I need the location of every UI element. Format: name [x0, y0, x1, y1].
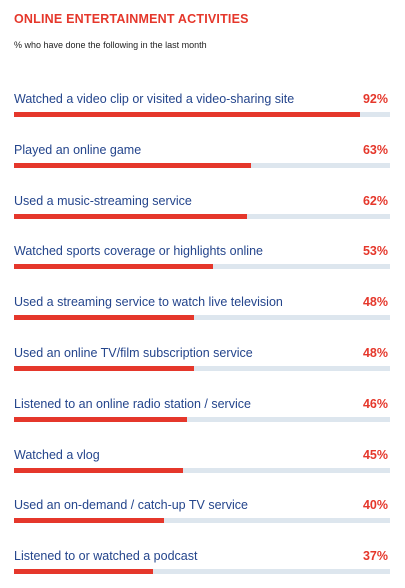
bar-value-label: 62% — [362, 193, 388, 208]
bar-track — [14, 569, 390, 575]
bar-row: Watched sports coverage or highlights on… — [14, 232, 390, 283]
bar-row: Listened to an online radio station / se… — [14, 385, 390, 436]
bar — [14, 162, 251, 168]
bar-list: Watched a video clip or visited a video-… — [14, 80, 390, 588]
bar-row: Watched a vlog 45% — [14, 436, 390, 487]
bar-label: Used a music-streaming service — [14, 193, 192, 208]
bar-track — [14, 112, 390, 117]
bar-value-label: 63% — [362, 142, 388, 157]
bar-value-label: 37% — [362, 549, 388, 564]
bar-track — [14, 162, 390, 168]
bar-track — [14, 518, 390, 524]
bar-track — [14, 264, 390, 270]
bar — [14, 365, 195, 371]
bar-row: Used a music-streaming service 62% — [14, 182, 390, 233]
bar-value-label: 48% — [362, 345, 388, 360]
bar-row: Watched a video clip or visited a video-… — [14, 80, 390, 131]
bar-label: Used an online TV/film subscription serv… — [14, 345, 253, 360]
bar-value-label: 53% — [362, 244, 388, 259]
bar-value-label: 40% — [362, 498, 388, 513]
chart-title: ONLINE ENTERTAINMENT ACTIVITIES — [14, 12, 249, 26]
bar-track — [14, 416, 390, 422]
bar — [14, 518, 165, 524]
bar-label: Watched a vlog — [14, 447, 100, 462]
bar — [14, 213, 248, 219]
bar-label: Watched sports coverage or highlights on… — [14, 244, 263, 259]
bar-label: Watched a video clip or visited a video-… — [14, 92, 295, 106]
bar-row: Listened to or watched a podcast 37% — [14, 537, 390, 588]
bar-track — [14, 213, 390, 219]
bar-label: Listened to or watched a podcast — [14, 549, 198, 564]
bar-row: Used a streaming service to watch live t… — [14, 283, 390, 334]
bar-label: Listened to an online radio station / se… — [14, 396, 251, 411]
bar — [14, 569, 154, 575]
bar-row: Used an on-demand / catch-up TV service 4… — [14, 486, 390, 537]
bar — [14, 264, 214, 270]
bar-label: Used an on-demand / catch-up TV service — [14, 498, 248, 513]
bar-label: Used a streaming service to watch live t… — [14, 295, 283, 310]
bar-value-label: 46% — [362, 396, 388, 411]
chart-subtitle: % who have done the following in the las… — [14, 40, 207, 50]
bar-value-label: 92% — [362, 92, 388, 106]
bar-value-label: 45% — [362, 447, 388, 462]
bar — [14, 315, 195, 321]
bar — [14, 416, 187, 422]
bar — [14, 467, 184, 473]
bar-value-label: 48% — [362, 295, 388, 310]
bar-track — [14, 315, 390, 321]
bar-row: Used an online TV/film subscription serv… — [14, 334, 390, 385]
bar-row: Played an online game 63% — [14, 131, 390, 182]
bar — [14, 112, 360, 117]
bar-label: Played an online game — [14, 142, 142, 157]
bar-track — [14, 467, 390, 473]
bar-track — [14, 365, 390, 371]
